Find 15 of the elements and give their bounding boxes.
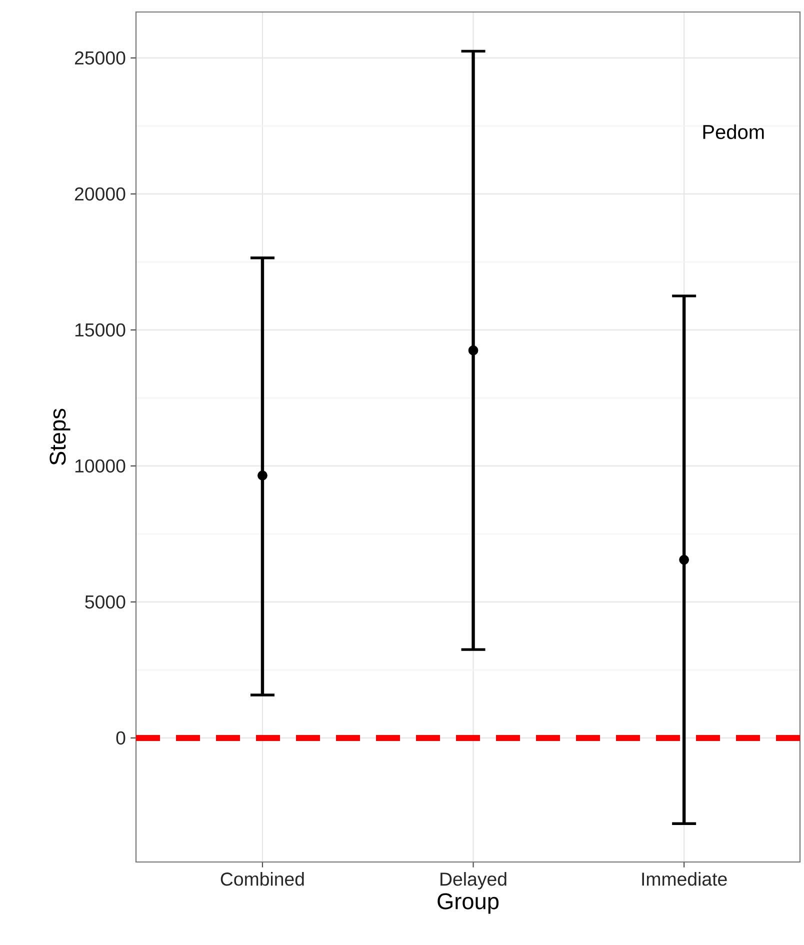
point bbox=[258, 470, 268, 480]
y-axis-title: Steps bbox=[50, 408, 70, 465]
y-tick-label: 25000 bbox=[74, 51, 126, 65]
y-tick-label: 10000 bbox=[75, 459, 126, 473]
x-axis-title: Group bbox=[438, 893, 499, 914]
y-tick-label: 20000 bbox=[74, 187, 126, 201]
y-tick-label: 5000 bbox=[85, 595, 126, 609]
x-tick-label: Delayed bbox=[440, 872, 506, 890]
annotation: Pedom bbox=[703, 124, 764, 140]
x-tick-label: Immediate bbox=[642, 872, 727, 886]
x-tick-label: Combined bbox=[220, 872, 304, 886]
y-tick-label: 0 bbox=[116, 731, 126, 745]
y-tick-label: 15000 bbox=[75, 323, 126, 337]
point bbox=[468, 345, 478, 356]
point bbox=[679, 554, 689, 565]
